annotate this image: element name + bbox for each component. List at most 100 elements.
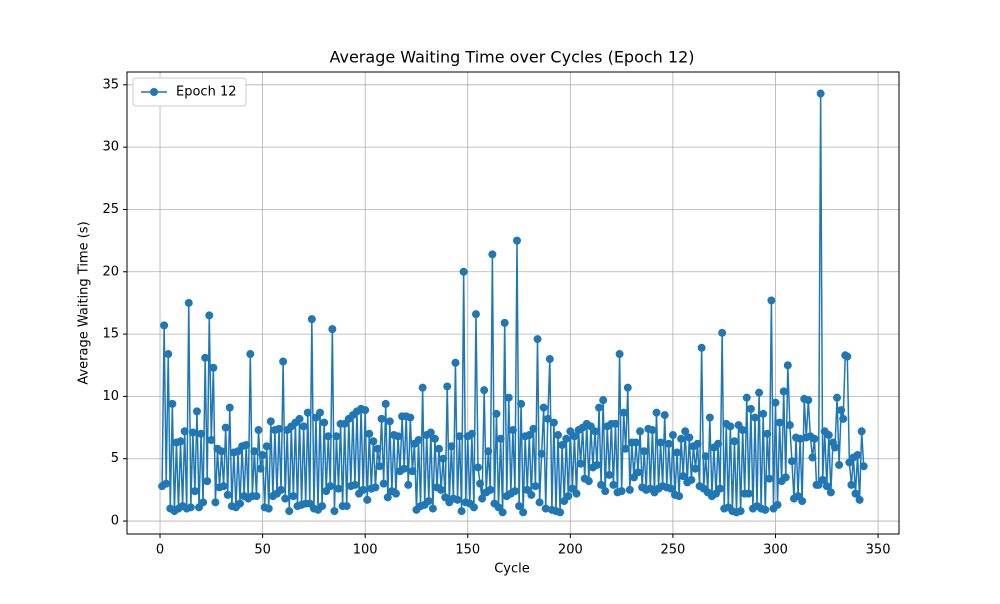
marker (455, 432, 464, 441)
marker (221, 423, 230, 432)
marker (418, 383, 427, 392)
y-tick-label: 20 (102, 264, 119, 279)
marker (562, 434, 571, 443)
marker (176, 437, 185, 446)
marker (625, 485, 634, 494)
marker (570, 432, 579, 441)
marker (517, 399, 526, 408)
marker (847, 480, 856, 489)
x-tick-label: 300 (763, 543, 788, 558)
marker (414, 436, 423, 445)
marker (617, 487, 626, 496)
marker (391, 489, 400, 498)
marker (307, 315, 316, 324)
marker (597, 480, 606, 489)
marker (835, 460, 844, 469)
marker (435, 444, 444, 453)
marker (816, 89, 825, 98)
marker (519, 508, 528, 517)
marker (636, 427, 645, 436)
marker (601, 487, 610, 496)
marker (492, 409, 501, 418)
marker (428, 504, 437, 513)
marker (474, 463, 483, 472)
marker (369, 437, 378, 446)
legend-label: Epoch 12 (176, 85, 236, 100)
marker (295, 414, 304, 423)
marker (223, 490, 232, 499)
marker (611, 419, 620, 428)
marker (554, 431, 563, 440)
x-tick-label: 200 (558, 543, 583, 558)
marker (705, 413, 714, 422)
marker (666, 484, 675, 493)
marker (726, 422, 735, 431)
marker (277, 485, 286, 494)
legend-marker (150, 88, 158, 96)
marker (324, 432, 333, 441)
marker (761, 505, 770, 514)
marker (693, 439, 702, 448)
marker (488, 250, 497, 259)
marker (471, 310, 480, 319)
marker (750, 413, 759, 422)
marker (804, 396, 813, 405)
marker (197, 429, 206, 438)
marker (184, 298, 193, 307)
marker (375, 462, 384, 471)
marker (262, 442, 271, 451)
marker (484, 447, 493, 456)
marker (188, 428, 197, 437)
x-tick-label: 150 (455, 543, 480, 558)
marker (767, 296, 776, 305)
marker (168, 399, 177, 408)
marker (332, 432, 341, 441)
marker (759, 409, 768, 418)
marker (426, 428, 435, 437)
marker (303, 408, 312, 417)
marker (691, 464, 700, 473)
marker (714, 439, 723, 448)
marker (459, 267, 468, 276)
marker (299, 422, 308, 431)
marker (681, 427, 690, 436)
marker (209, 363, 218, 372)
marker (763, 429, 772, 438)
marker (478, 494, 487, 503)
y-tick-label: 10 (102, 389, 119, 404)
marker (275, 424, 284, 433)
marker (775, 418, 784, 427)
marker (363, 495, 372, 504)
marker (242, 441, 251, 450)
marker (496, 434, 505, 443)
marker (430, 434, 439, 443)
marker (736, 507, 745, 516)
y-tick-label: 15 (102, 327, 119, 342)
marker (593, 460, 602, 469)
marker (467, 429, 476, 438)
marker (246, 350, 255, 359)
marker (486, 485, 495, 494)
marker (406, 413, 415, 422)
marker (787, 457, 796, 466)
marker (381, 399, 390, 408)
marker (634, 468, 643, 477)
y-axis-label: Average Waiting Time (s) (77, 221, 92, 384)
marker (716, 484, 725, 493)
marker (199, 498, 208, 507)
marker (201, 353, 210, 362)
legend: Epoch 12 (132, 77, 247, 107)
marker (254, 426, 263, 435)
marker (783, 361, 792, 370)
marker (685, 433, 694, 442)
marker (525, 431, 534, 440)
marker (266, 417, 275, 426)
marker (808, 453, 817, 462)
marker (773, 500, 782, 509)
marker (225, 403, 234, 412)
marker (281, 494, 290, 503)
marker (855, 495, 864, 504)
marker (217, 447, 226, 456)
marker (256, 464, 265, 473)
